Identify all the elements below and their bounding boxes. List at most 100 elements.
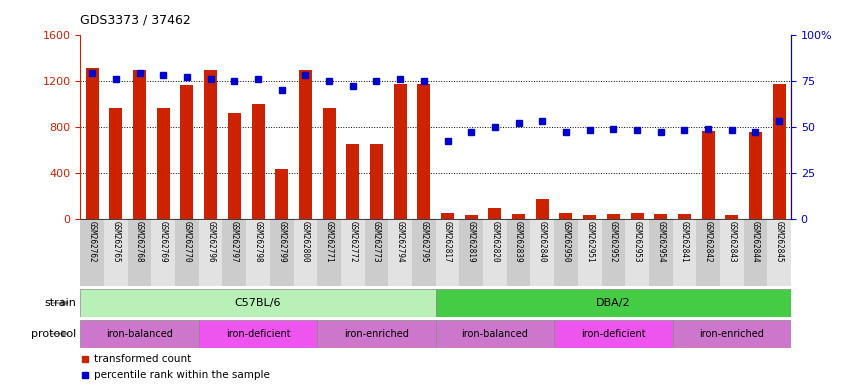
Bar: [488, 208, 502, 219]
Text: GSM262768: GSM262768: [135, 221, 144, 263]
Bar: [222, 219, 246, 286]
Text: GSM262842: GSM262842: [704, 221, 712, 263]
Bar: [583, 215, 596, 219]
Text: iron-enriched: iron-enriched: [344, 329, 409, 339]
Bar: [299, 70, 312, 219]
Text: GSM262771: GSM262771: [325, 221, 333, 263]
Bar: [530, 219, 554, 286]
Text: iron-enriched: iron-enriched: [700, 329, 764, 339]
Text: GSM262845: GSM262845: [775, 221, 783, 263]
Text: percentile rank within the sample: percentile rank within the sample: [94, 370, 270, 381]
Bar: [554, 320, 673, 348]
Bar: [673, 219, 696, 286]
Bar: [559, 213, 573, 219]
Text: GSM262819: GSM262819: [467, 221, 475, 263]
Text: iron-balanced: iron-balanced: [106, 329, 173, 339]
Bar: [696, 219, 720, 286]
Bar: [365, 219, 388, 286]
Bar: [701, 131, 715, 219]
Bar: [725, 215, 739, 219]
Text: GSM262954: GSM262954: [656, 221, 665, 263]
Bar: [393, 84, 407, 219]
Bar: [512, 214, 525, 219]
Text: GSM262953: GSM262953: [633, 221, 641, 263]
Bar: [654, 214, 667, 219]
Bar: [317, 320, 436, 348]
Text: GSM262772: GSM262772: [349, 221, 357, 263]
Bar: [625, 219, 649, 286]
Bar: [275, 169, 288, 219]
Text: DBA/2: DBA/2: [596, 298, 630, 308]
Bar: [607, 214, 620, 219]
Bar: [536, 199, 549, 219]
Text: iron-deficient: iron-deficient: [226, 329, 290, 339]
Bar: [767, 219, 791, 286]
Bar: [175, 219, 199, 286]
Bar: [346, 144, 360, 219]
Bar: [578, 219, 602, 286]
Bar: [678, 214, 691, 219]
Bar: [317, 219, 341, 286]
Bar: [228, 113, 241, 219]
Text: strain: strain: [44, 298, 76, 308]
Bar: [673, 320, 791, 348]
Bar: [180, 85, 194, 219]
Bar: [128, 219, 151, 286]
Bar: [436, 289, 791, 317]
Text: GSM262843: GSM262843: [728, 221, 736, 263]
Bar: [459, 219, 483, 286]
Bar: [157, 108, 170, 219]
Bar: [649, 219, 673, 286]
Bar: [80, 320, 199, 348]
Text: GSM262817: GSM262817: [443, 221, 452, 263]
Bar: [104, 219, 128, 286]
Bar: [744, 219, 767, 286]
Text: GSM262798: GSM262798: [254, 221, 262, 263]
Bar: [630, 213, 644, 219]
Text: GSM262841: GSM262841: [680, 221, 689, 263]
Bar: [436, 320, 554, 348]
Text: GSM262839: GSM262839: [514, 221, 523, 263]
Text: GSM262762: GSM262762: [88, 221, 96, 263]
Bar: [85, 68, 99, 219]
Text: transformed count: transformed count: [94, 354, 191, 364]
Bar: [133, 70, 146, 219]
Bar: [322, 108, 336, 219]
Bar: [720, 219, 744, 286]
Text: GSM262765: GSM262765: [112, 221, 120, 263]
Bar: [151, 219, 175, 286]
Bar: [370, 144, 383, 219]
Text: C57BL/6: C57BL/6: [235, 298, 281, 308]
Bar: [441, 213, 454, 219]
Text: GSM262799: GSM262799: [277, 221, 286, 263]
Bar: [109, 108, 123, 219]
Bar: [507, 219, 530, 286]
Text: GSM262796: GSM262796: [206, 221, 215, 263]
Bar: [199, 320, 317, 348]
Bar: [464, 215, 478, 219]
Text: iron-deficient: iron-deficient: [581, 329, 645, 339]
Bar: [204, 70, 217, 219]
Text: GSM262770: GSM262770: [183, 221, 191, 263]
Text: GSM262795: GSM262795: [420, 221, 428, 263]
Bar: [483, 219, 507, 286]
Text: GSM262950: GSM262950: [562, 221, 570, 263]
Text: GDS3373 / 37462: GDS3373 / 37462: [80, 14, 191, 27]
Text: iron-balanced: iron-balanced: [461, 329, 529, 339]
Bar: [749, 132, 762, 219]
Bar: [199, 219, 222, 286]
Text: GSM262840: GSM262840: [538, 221, 547, 263]
Bar: [246, 219, 270, 286]
Text: GSM262773: GSM262773: [372, 221, 381, 263]
Bar: [436, 219, 459, 286]
Text: GSM262952: GSM262952: [609, 221, 618, 263]
Text: GSM262844: GSM262844: [751, 221, 760, 263]
Bar: [80, 219, 104, 286]
Bar: [772, 84, 786, 219]
Bar: [388, 219, 412, 286]
Bar: [417, 84, 431, 219]
Bar: [251, 104, 265, 219]
Text: GSM262820: GSM262820: [491, 221, 499, 263]
Text: GSM262797: GSM262797: [230, 221, 239, 263]
Text: GSM262769: GSM262769: [159, 221, 168, 263]
